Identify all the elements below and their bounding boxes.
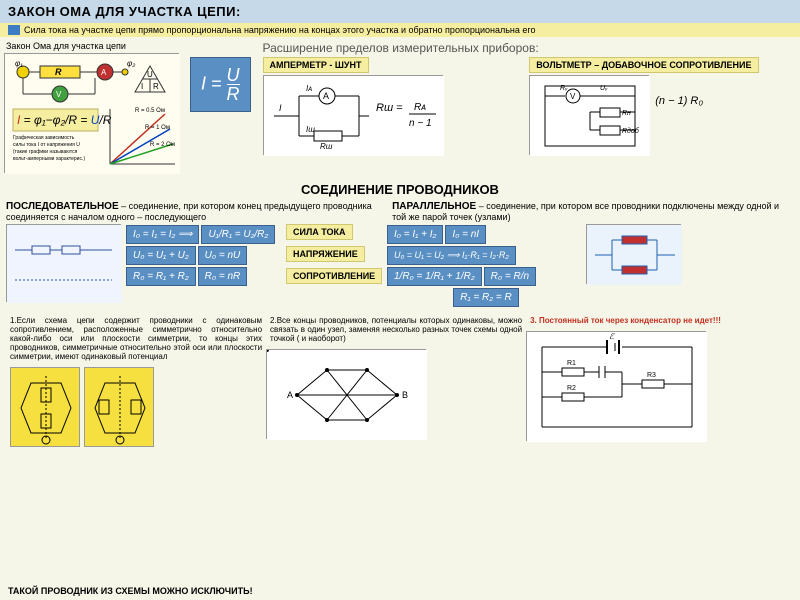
- ammeter-diagram: I A Iᴀ Iш Rш: [263, 75, 443, 155]
- parallel-diagram: [586, 224, 681, 284]
- capacitor-diagram: ℰ R1 R2 R3: [526, 331, 706, 441]
- svg-text:R3: R3: [647, 372, 656, 379]
- subtitle-bar: Сила тока на участке цепи прямо пропорци…: [0, 23, 800, 37]
- series-f2b: U₀ = nU: [198, 246, 248, 265]
- svg-text:B: B: [402, 390, 408, 400]
- svg-text:(такие графики называются: (такие графики называются: [13, 149, 78, 155]
- svg-text:R2: R2: [567, 385, 576, 392]
- svg-text:силы тока I от напряжения U: силы тока I от напряжения U: [13, 142, 80, 148]
- parallel-f3b: R₀ = R/n: [484, 267, 536, 286]
- svg-text:Rᵥ: Rᵥ: [560, 85, 568, 92]
- series-f2: U₀ = U₁ + U₂: [126, 246, 196, 265]
- parallel-f4: R₁ = R₂ = R: [453, 288, 518, 307]
- svg-text:R = 1 Ом: R = 1 Ом: [145, 125, 170, 131]
- svg-text:R = 2 Ом: R = 2 Ом: [150, 142, 175, 148]
- series-name: ПОСЛЕДОВАТЕЛЬНОЕ: [6, 201, 119, 212]
- svg-text:вольт-амперными характерис.): вольт-амперными характерис.): [13, 156, 85, 162]
- ammeter-label: АМПЕРМЕТР - ШУНТ: [263, 57, 369, 73]
- series-f3: R₀ = R₁ + R₂: [126, 267, 196, 286]
- svg-text:Iш: Iш: [306, 125, 315, 134]
- svg-text:R: R: [153, 82, 159, 91]
- symmetric-diagram-1: [10, 367, 80, 447]
- series-f1b: U₁/R₁ = U₂/R₂: [201, 225, 275, 244]
- subtitle-text: Сила тока на участке цепи прямо пропорци…: [24, 25, 536, 35]
- expansion-heading: Расширение пределов измерительных прибор…: [263, 39, 796, 57]
- formula-lhs: I =: [201, 73, 222, 93]
- label-resistance: СОПРОТИВЛЕНИЕ: [286, 268, 382, 284]
- page-title: ЗАКОН ОМА ДЛЯ УЧАСТКА ЦЕПИ:: [0, 0, 800, 23]
- parallel-f1: I₀ = I₁ + I₂: [387, 225, 443, 244]
- svg-text:n − 1: n − 1: [409, 118, 432, 129]
- series-desc: ПОСЛЕДОВАТЕЛЬНОЕ – соединение, при котор…: [6, 201, 392, 222]
- series-f1: I₀ = I₁ = I₂ ⟹: [126, 225, 199, 244]
- svg-text:U: U: [147, 70, 153, 79]
- svg-text:Rᴀ: Rᴀ: [414, 102, 426, 113]
- voltmeter-diagram: V Rᵥ Uᵥ Rн Rдоб: [529, 75, 649, 155]
- svg-text:I: I: [141, 82, 143, 91]
- voltmeter-formula: (n − 1) R₀: [649, 75, 703, 155]
- series-f3b: R₀ = nR: [198, 267, 248, 286]
- main-formula: I = U R: [184, 39, 257, 176]
- svg-text:φ₂: φ₂: [127, 59, 135, 68]
- svg-text:V: V: [56, 90, 62, 99]
- svg-text:A: A: [101, 68, 107, 77]
- parallel-desc: ПАРАЛЛЕЛЬНОЕ – соединение, при котором в…: [392, 201, 794, 222]
- note3: 3. Постоянный ток через конденсатор не и…: [526, 314, 794, 327]
- svg-text:A: A: [287, 390, 293, 400]
- node-diagram: A B: [266, 349, 426, 439]
- label-current: СИЛА ТОКА: [286, 224, 353, 240]
- ohm-caption: Закон Ома для участка цепи: [4, 39, 184, 53]
- svg-text:Uᵥ: Uᵥ: [600, 85, 608, 92]
- formula-num: U: [227, 66, 240, 85]
- note1: 1.Если схема цепи содержит проводники с …: [6, 314, 266, 363]
- svg-text:Rш: Rш: [320, 142, 333, 151]
- svg-text:I = φ₁−φ₂/R = U/R: I = φ₁−φ₂/R = U/R: [17, 113, 112, 127]
- parallel-f2: U₀ = U₁ = U₂ ⟹ I₁·R₁ = I₂·R₂: [387, 246, 516, 265]
- connections-heading: СОЕДИНЕНИЕ ПРОВОДНИКОВ: [0, 178, 800, 201]
- formula-den: R: [227, 85, 240, 103]
- svg-text:R1: R1: [567, 360, 576, 367]
- series-diagram: [6, 224, 121, 302]
- svg-text:Графическая зависимость: Графическая зависимость: [13, 135, 75, 141]
- svg-text:R = 0.5 Ом: R = 0.5 Ом: [135, 108, 165, 114]
- symmetric-diagram-2: [84, 367, 154, 447]
- note2: 2.Все концы проводников, потенциалы кото…: [266, 314, 526, 345]
- svg-text:Rдоб: Rдоб: [622, 127, 640, 135]
- parallel-f3: 1/R₀ = 1/R₁ + 1/R₂: [387, 267, 482, 286]
- svg-text:V: V: [570, 92, 576, 101]
- svg-text:Rш =: Rш =: [376, 102, 403, 114]
- ohm-diagram: φ₁ R A φ₂ V I = φ₁−φ₂/R = U/R: [4, 53, 179, 173]
- svg-text:Rн: Rн: [622, 110, 631, 117]
- parallel-f1b: I₀ = nI: [445, 225, 486, 244]
- parallel-name: ПАРАЛЛЕЛЬНОЕ: [392, 201, 476, 212]
- arrow-icon: [8, 25, 20, 35]
- footer-text: ТАКОЙ ПРОВОДНИК ИЗ СХЕМЫ МОЖНО ИСКЛЮЧИТЬ…: [8, 586, 253, 596]
- svg-text:A: A: [323, 91, 329, 101]
- label-voltage: НАПРЯЖЕНИЕ: [286, 246, 365, 262]
- svg-text:R: R: [55, 67, 62, 77]
- svg-text:φ₁: φ₁: [15, 59, 23, 68]
- voltmeter-label: ВОЛЬТМЕТР – ДОБАВОЧНОЕ СОПРОТИВЛЕНИЕ: [529, 57, 758, 73]
- svg-text:Iᴀ: Iᴀ: [306, 84, 312, 93]
